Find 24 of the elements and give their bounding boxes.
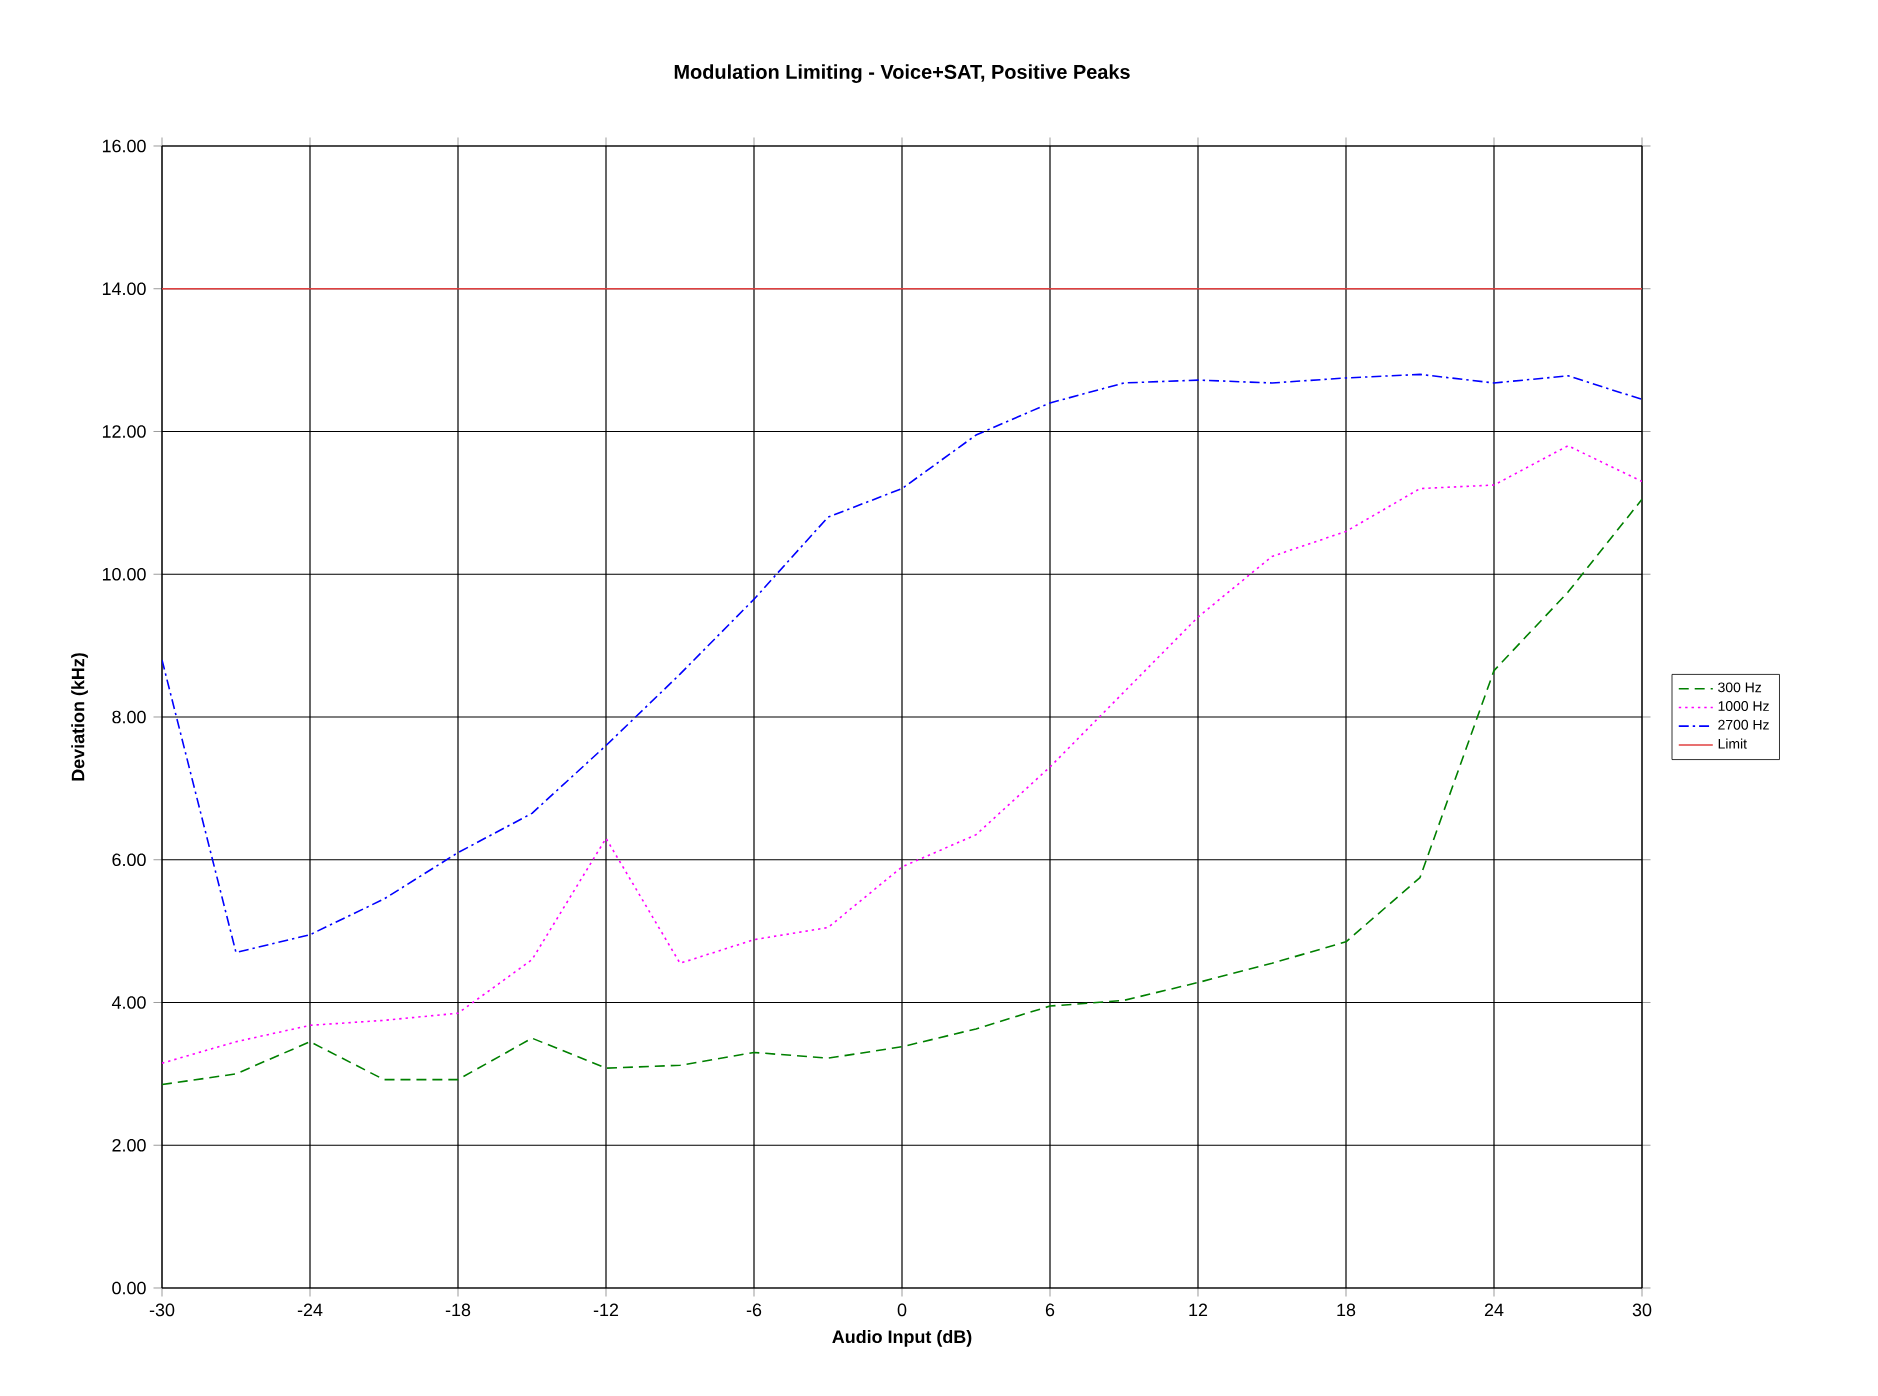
y-tick-label: 4.00 [111, 996, 146, 1009]
chart-title: Modulation Limiting - Voice+SAT, Positive Peaks [674, 64, 1130, 83]
y-tick-label: 8.00 [112, 710, 146, 724]
y-tick-label: 16.00 [102, 139, 146, 153]
x-axis-title: Audio Input (dB) [832, 1329, 972, 1347]
x-tick-label: 0 [897, 1303, 907, 1317]
x-tick-label: 24 [1484, 1303, 1504, 1317]
x-tick-label: 30 [1632, 1303, 1652, 1317]
y-tick-label: 12.00 [102, 425, 146, 438]
x-tick-label: -30 [149, 1303, 175, 1317]
y-tick-label: 6.00 [112, 853, 146, 867]
x-tick-label: 6 [1045, 1303, 1055, 1317]
y-axis-title: Deviation (kHz) [71, 653, 88, 781]
x-tick-label: -24 [297, 1303, 323, 1317]
y-tick-label: 10.00 [102, 567, 146, 581]
y-tick-label: 2.00 [112, 1138, 146, 1152]
x-tick-label: -6 [746, 1303, 762, 1317]
x-tick-label: -12 [593, 1303, 619, 1317]
line-series [162, 373, 1642, 954]
x-tick-label: 12 [1189, 1303, 1208, 1317]
y-tick-label: 14.00 [102, 282, 146, 296]
y-tick-label: 0.00 [112, 1281, 146, 1295]
x-tick-label: -18 [445, 1303, 471, 1317]
x-tick-label: 18 [1337, 1303, 1356, 1317]
